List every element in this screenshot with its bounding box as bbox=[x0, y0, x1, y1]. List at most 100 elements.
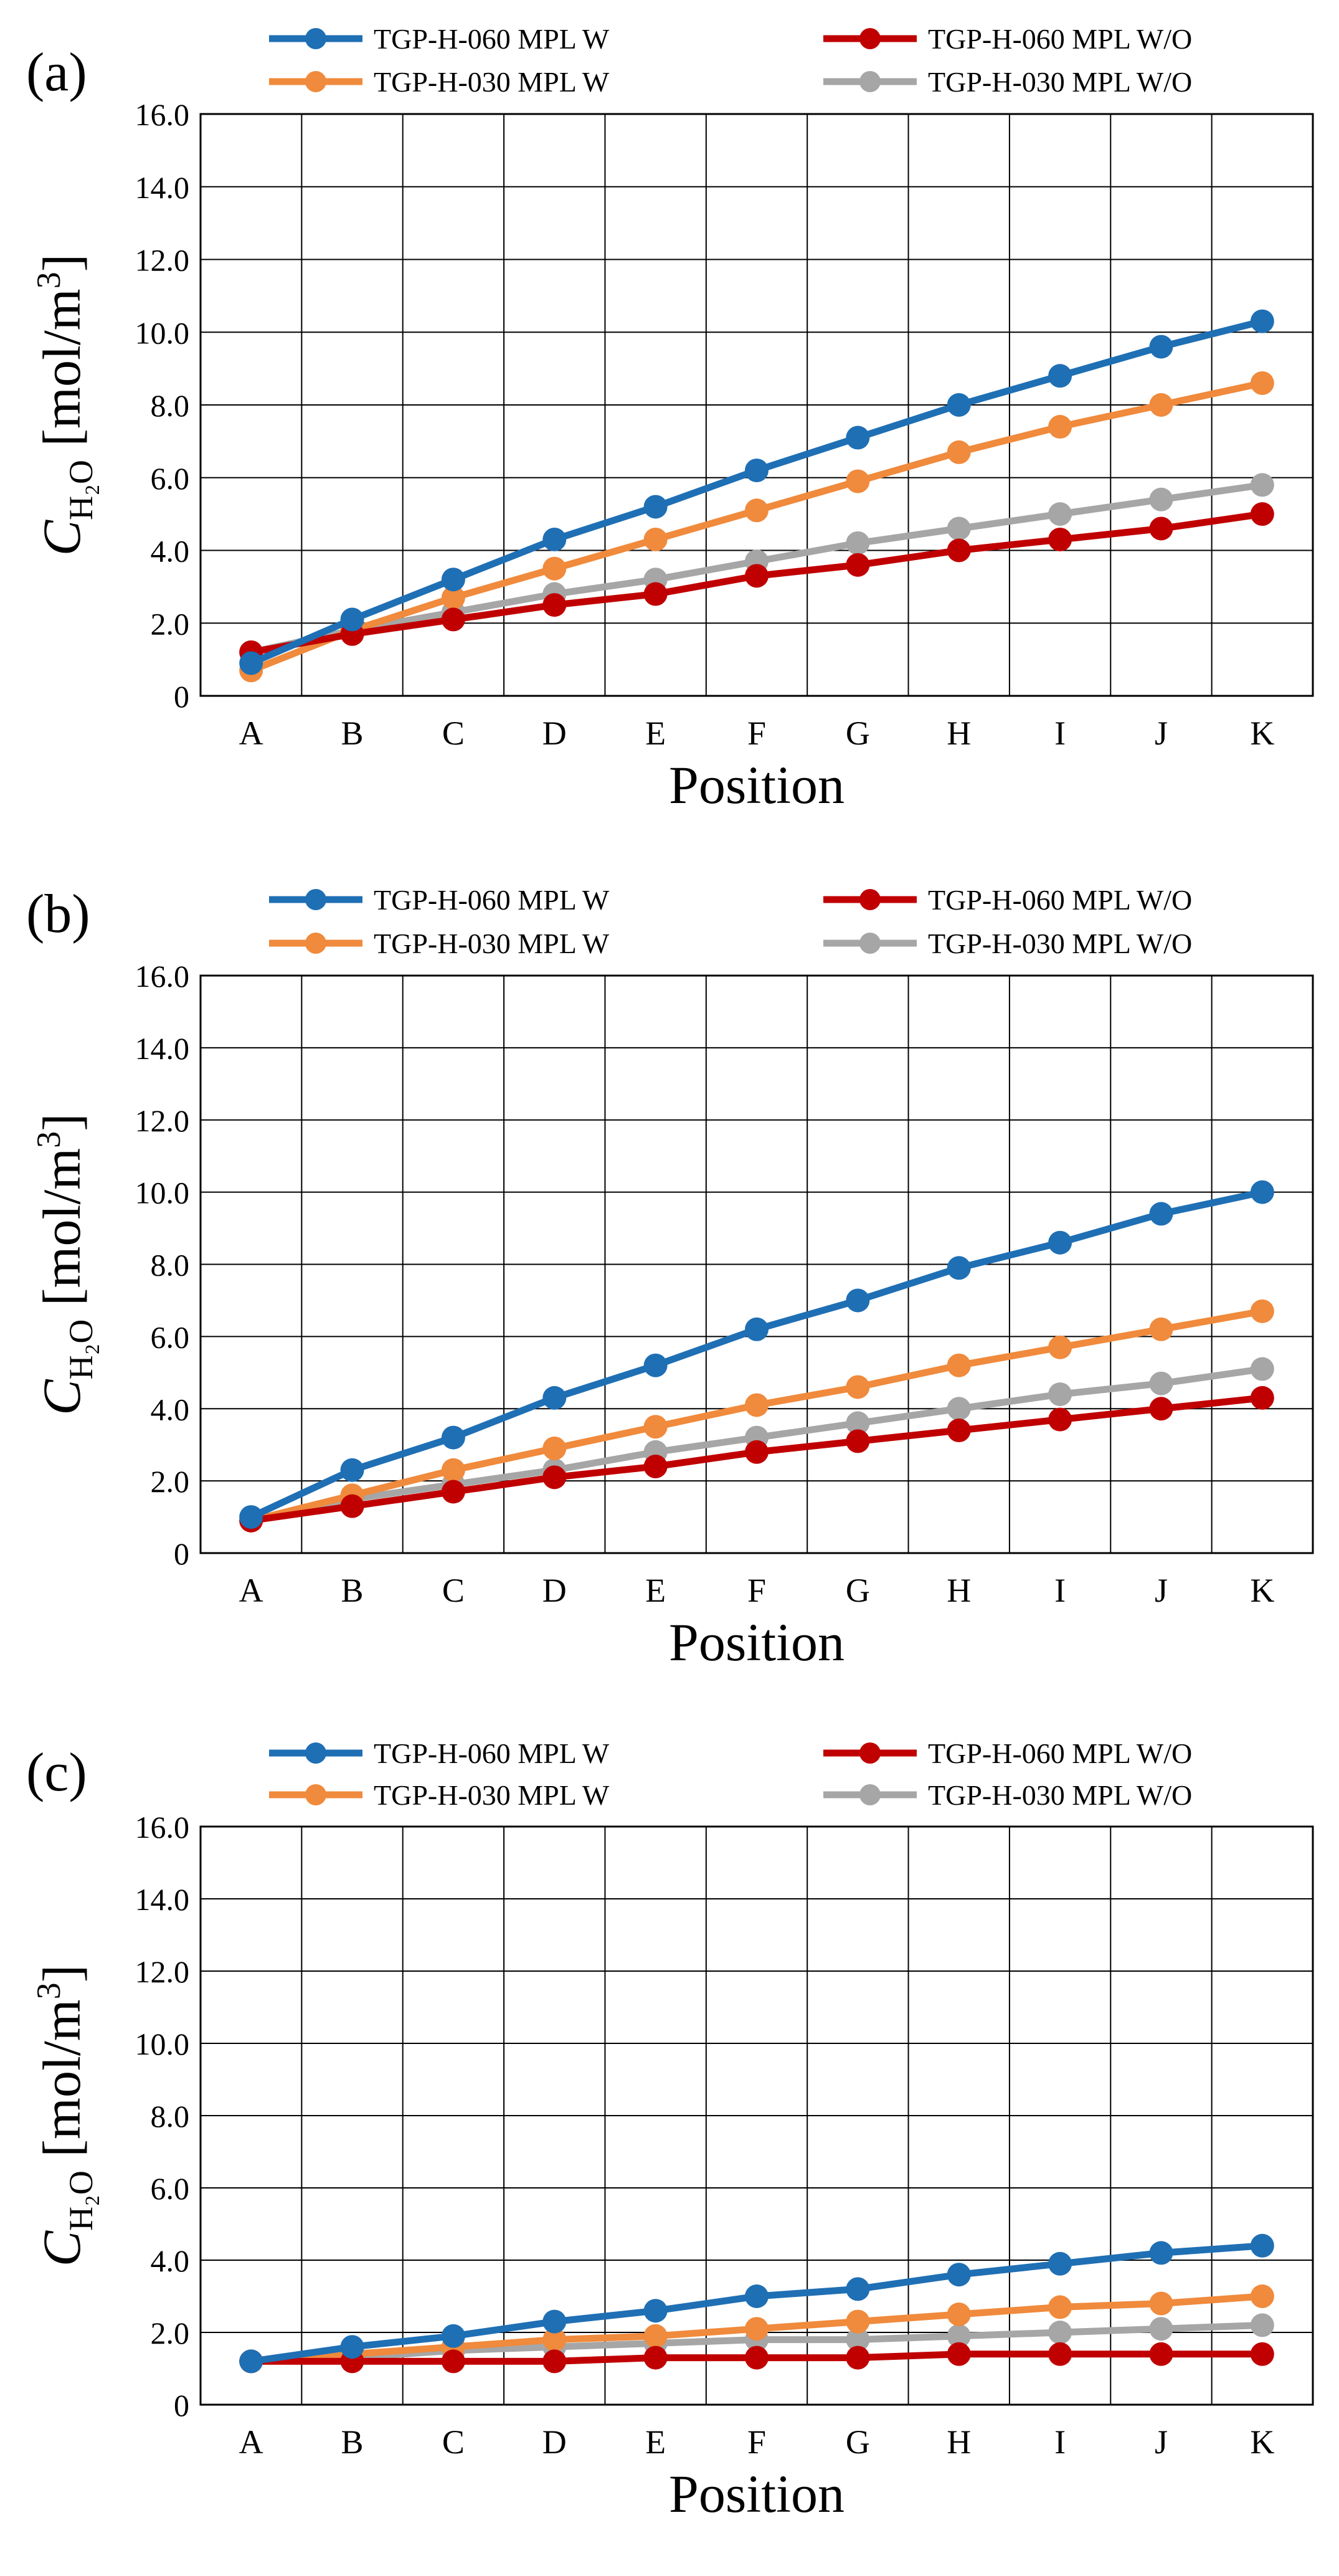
data-point-tgp-h-030-mpl-w bbox=[441, 1458, 465, 1482]
data-point-tgp-h-060-mpl-w bbox=[1250, 1180, 1274, 1204]
legend-marker-tgp-h-030-mpl-w bbox=[305, 933, 326, 954]
data-point-tgp-h-030-mpl-w-o bbox=[1048, 502, 1072, 526]
data-point-tgp-h-030-mpl-w-o bbox=[1149, 487, 1173, 511]
data-point-tgp-h-060-mpl-w bbox=[745, 459, 769, 483]
y-axis-title-unit-close: ] bbox=[32, 1113, 92, 1131]
legend-label-tgp-h-030-mpl-w: TGP-H-030 MPL W bbox=[374, 66, 610, 98]
legend-marker-tgp-h-060-mpl-w-o bbox=[859, 889, 881, 910]
x-tick-label: D bbox=[542, 715, 567, 752]
chart-panel-b: (b) 0 2.0 4.0 6.0 8.0 10.0 12.0 14.0 16.0 A B C D E F G H… bbox=[0, 858, 1339, 1717]
x-tick-label: J bbox=[1155, 2423, 1168, 2461]
data-point-tgp-h-030-mpl-w bbox=[745, 2317, 769, 2341]
data-point-tgp-h-060-mpl-w-o bbox=[846, 553, 870, 577]
y-tick-label: 14.0 bbox=[135, 170, 190, 205]
x-tick-label: D bbox=[542, 2423, 567, 2461]
y-tick-label: 4.0 bbox=[151, 1392, 190, 1427]
x-tick-label: K bbox=[1250, 2423, 1274, 2461]
y-axis-title-unit: [mol/m bbox=[32, 288, 92, 460]
data-point-tgp-h-060-mpl-w-o bbox=[643, 2345, 668, 2370]
x-tick-label: J bbox=[1155, 1572, 1168, 1609]
x-tick-label: E bbox=[645, 1572, 666, 1609]
y-axis-title: CH₂O [mol/m3] bbox=[30, 254, 100, 556]
chart-a: (a) 0 2.0 4.0 6.0 8.0 10.0 12.0 14.0 16.0 A B C D E F G H… bbox=[26, 23, 1314, 815]
chart-panel-a: (a) 0 2.0 4.0 6.0 8.0 10.0 12.0 14.0 16.0 A B C D E F G H… bbox=[0, 0, 1339, 858]
data-point-tgp-h-060-mpl-w bbox=[1149, 2241, 1173, 2265]
legend-label-tgp-h-030-mpl-w-o: TGP-H-030 MPL W/O bbox=[928, 928, 1192, 959]
y-axis-title-unit: [mol/m bbox=[32, 1148, 92, 1319]
x-tick-label: D bbox=[542, 1572, 567, 1609]
y-axis-title-unit-superscript: 3 bbox=[30, 1131, 67, 1148]
data-point-tgp-h-030-mpl-w bbox=[1048, 2295, 1072, 2319]
legend-marker-tgp-h-060-mpl-w bbox=[305, 28, 326, 49]
data-point-tgp-h-060-mpl-w bbox=[643, 495, 668, 519]
data-point-tgp-h-060-mpl-w bbox=[542, 2309, 567, 2334]
y-axis-title-unit-superscript: 3 bbox=[30, 1982, 67, 1999]
y-tick-label: 12.0 bbox=[135, 1103, 190, 1138]
x-axis-title: Position bbox=[669, 755, 845, 815]
y-axis-title-unit-close: ] bbox=[32, 254, 92, 272]
x-tick-label: A bbox=[239, 2423, 263, 2461]
x-tick-label: F bbox=[747, 715, 766, 752]
data-point-tgp-h-060-mpl-w bbox=[1048, 2251, 1072, 2276]
y-axis-title-unit-superscript: 3 bbox=[30, 272, 67, 288]
data-point-tgp-h-060-mpl-w-o bbox=[1250, 2342, 1274, 2366]
data-point-tgp-h-060-mpl-w-o bbox=[542, 593, 567, 617]
chart-b: (b) 0 2.0 4.0 6.0 8.0 10.0 12.0 14.0 16.0 A B C D E F G H… bbox=[26, 884, 1314, 1672]
data-point-tgp-h-030-mpl-w bbox=[947, 1353, 971, 1377]
data-point-tgp-h-060-mpl-w bbox=[846, 2277, 870, 2301]
data-point-tgp-h-060-mpl-w bbox=[340, 1458, 364, 1482]
data-point-tgp-h-060-mpl-w-o bbox=[643, 1454, 668, 1478]
y-tick-label: 2.0 bbox=[151, 606, 190, 641]
data-point-tgp-h-030-mpl-w-o bbox=[846, 2327, 870, 2352]
y-tick-label: 2.0 bbox=[151, 1464, 190, 1499]
x-tick-label: A bbox=[239, 715, 263, 752]
data-point-tgp-h-060-mpl-w bbox=[441, 2324, 465, 2348]
data-point-tgp-h-060-mpl-w bbox=[1149, 335, 1173, 359]
data-point-tgp-h-060-mpl-w-o bbox=[745, 2345, 769, 2370]
y-tick-label: 14.0 bbox=[135, 1031, 190, 1066]
data-point-tgp-h-060-mpl-w-o bbox=[1149, 1397, 1173, 1421]
data-point-tgp-h-030-mpl-w bbox=[846, 469, 870, 493]
data-point-tgp-h-060-mpl-w-o bbox=[947, 2342, 971, 2366]
x-tick-label: F bbox=[747, 2423, 766, 2461]
y-tick-label: 2.0 bbox=[151, 2316, 190, 2350]
data-point-tgp-h-060-mpl-w bbox=[947, 393, 971, 417]
data-point-tgp-h-030-mpl-w bbox=[1149, 2291, 1173, 2316]
legend-marker-tgp-h-030-mpl-w bbox=[305, 1784, 326, 1805]
data-point-tgp-h-030-mpl-w bbox=[643, 2324, 668, 2348]
data-point-tgp-h-060-mpl-w bbox=[1048, 364, 1072, 388]
data-point-tgp-h-030-mpl-w bbox=[1048, 415, 1072, 439]
x-tick-label: B bbox=[341, 715, 364, 752]
data-point-tgp-h-060-mpl-w-o bbox=[542, 2349, 567, 2374]
data-point-tgp-h-060-mpl-w-o bbox=[1048, 2342, 1072, 2366]
data-point-tgp-h-030-mpl-w-o bbox=[846, 531, 870, 555]
data-point-tgp-h-030-mpl-w bbox=[1149, 393, 1173, 417]
data-point-tgp-h-030-mpl-w bbox=[745, 498, 769, 523]
y-tick-label: 16.0 bbox=[135, 959, 190, 994]
x-tick-label: G bbox=[846, 2423, 870, 2461]
y-axis-title-symbol: C bbox=[32, 519, 92, 556]
data-point-tgp-h-060-mpl-w-o bbox=[340, 1494, 364, 1518]
legend-label-tgp-h-060-mpl-w-o: TGP-H-060 MPL W/O bbox=[928, 1737, 1192, 1769]
x-tick-label: E bbox=[645, 715, 666, 752]
data-point-tgp-h-030-mpl-w bbox=[1149, 1317, 1173, 1341]
data-point-tgp-h-030-mpl-w bbox=[441, 586, 465, 610]
data-point-tgp-h-060-mpl-w bbox=[846, 425, 870, 450]
data-point-tgp-h-030-mpl-w bbox=[542, 1436, 567, 1460]
y-tick-label: 0 bbox=[174, 2388, 189, 2423]
data-point-tgp-h-030-mpl-w bbox=[542, 556, 567, 581]
data-point-tgp-h-030-mpl-w-o bbox=[1048, 1382, 1072, 1407]
data-point-tgp-h-030-mpl-w bbox=[542, 2327, 567, 2352]
data-point-tgp-h-030-mpl-w-o bbox=[1250, 473, 1274, 497]
data-point-tgp-h-030-mpl-w bbox=[643, 527, 668, 551]
data-point-tgp-h-030-mpl-w bbox=[1250, 371, 1274, 395]
data-point-tgp-h-060-mpl-w bbox=[340, 607, 364, 632]
data-point-tgp-h-060-mpl-w-o bbox=[745, 1440, 769, 1464]
legend-label-tgp-h-060-mpl-w-o: TGP-H-060 MPL W/O bbox=[928, 884, 1192, 916]
data-point-tgp-h-060-mpl-w-o bbox=[1048, 1407, 1072, 1432]
data-point-tgp-h-060-mpl-w bbox=[239, 651, 263, 675]
data-point-tgp-h-030-mpl-w bbox=[846, 2309, 870, 2334]
y-tick-label: 4.0 bbox=[151, 534, 190, 569]
legend-label-tgp-h-030-mpl-w-o: TGP-H-030 MPL W/O bbox=[928, 66, 1192, 98]
x-tick-label: I bbox=[1054, 1572, 1066, 1609]
